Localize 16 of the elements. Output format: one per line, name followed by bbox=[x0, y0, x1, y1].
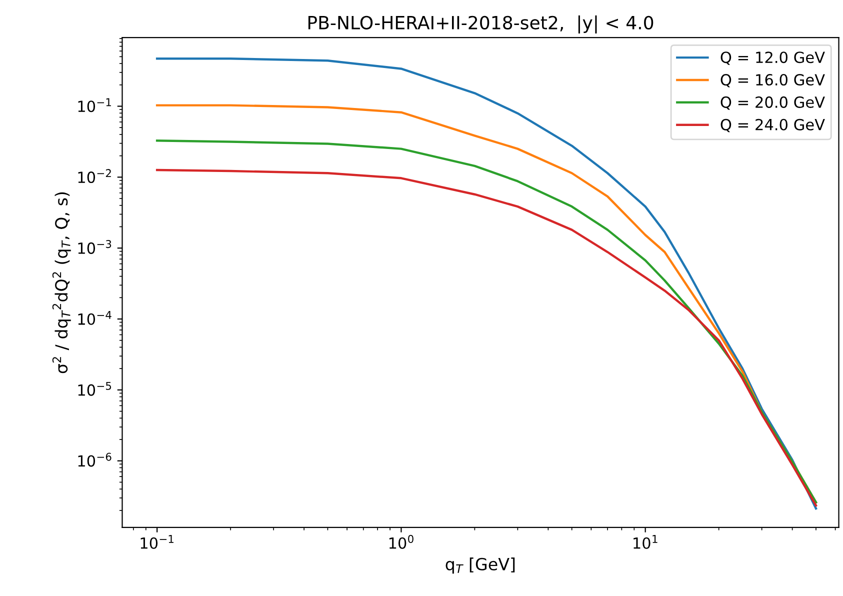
legend-label: Q = 20.0 GeV bbox=[720, 96, 825, 110]
x-tick-label: 10$^{1}$ bbox=[634, 535, 658, 549]
y-tick-label: 10$^{−3}$ bbox=[78, 240, 112, 254]
legend-label: Q = 24.0 GeV bbox=[720, 118, 825, 132]
legend-label: Q = 12.0 GeV bbox=[720, 52, 825, 65]
y-tick-label: 10$^{−5}$ bbox=[78, 382, 112, 396]
x-tick-label: 10$^{−1}$ bbox=[140, 535, 174, 549]
x-axis-title: q$_{T}$ [GeV] bbox=[446, 558, 515, 574]
chart-title: PB-NLO-HERAI+II-2018-set2, |y| < 4.0 bbox=[308, 15, 654, 34]
x-tick-label: 10$^{0}$ bbox=[389, 534, 414, 549]
y-tick-label: 10$^{−6}$ bbox=[78, 452, 112, 467]
text: σ$^{2}$ / dq$_{T}$$^{2}$dQ$^{2}$ (q$_{T}$, Q, s) bbox=[52, 192, 71, 374]
y-tick-label: 10$^{−1}$ bbox=[78, 98, 111, 112]
y-tick-label: 10$^{−4}$ bbox=[78, 311, 112, 325]
legend-label: Q = 16.0 GeV bbox=[720, 74, 825, 88]
y-tick-label: 10$^{−2}$ bbox=[78, 169, 111, 184]
